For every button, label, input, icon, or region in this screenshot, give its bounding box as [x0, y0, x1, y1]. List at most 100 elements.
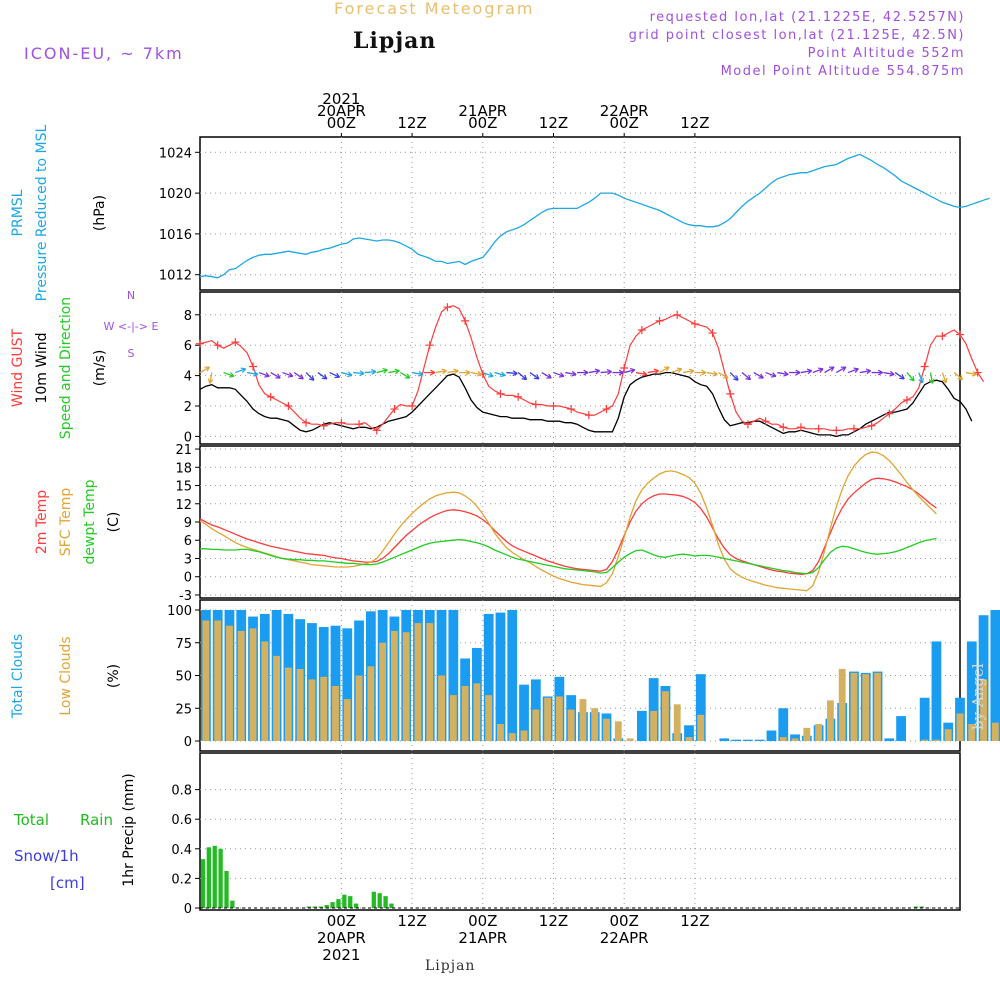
gust-marker	[514, 392, 523, 401]
wind-direction-arrow	[388, 370, 400, 374]
wind-arrow-head	[928, 378, 935, 384]
wind-arrow-head	[453, 368, 459, 375]
panel-frame-1	[199, 136, 961, 291]
wind-arrow-head	[918, 377, 924, 384]
gust-marker	[867, 421, 876, 430]
total-cloud-bar	[695, 674, 706, 741]
total-cloud-bar	[684, 725, 694, 741]
gust-marker	[549, 402, 558, 410]
wind-arrow-head	[840, 366, 847, 372]
requested-coords: requested lon,lat (21.1225E, 42.5257N)	[649, 10, 965, 25]
legend-rain: Rain	[80, 811, 113, 829]
wind-direction-arrow	[682, 370, 695, 374]
total-cloud-bar	[790, 734, 800, 741]
total-cloud-bar	[342, 628, 353, 741]
low-cloud-bar	[862, 674, 870, 741]
low-cloud-bar	[944, 729, 952, 741]
low-cloud-bar	[591, 708, 599, 741]
gust-marker	[779, 423, 788, 432]
y-tick-label: 50	[175, 670, 192, 685]
low-cloud-bar	[379, 642, 387, 741]
wind-arrow-head	[629, 367, 636, 374]
x-tick-label-top: 00Z	[609, 114, 638, 132]
pressure-label-prmsl: PRMSL	[10, 189, 26, 236]
wind-direction-arrow	[341, 371, 353, 377]
wind-direction-arrow	[364, 370, 376, 374]
low-cloud-bar	[779, 737, 787, 741]
precip-bar	[200, 859, 206, 908]
temp-2m-label: 2m Temp	[34, 490, 50, 554]
x-tick-label-top: 00Z	[468, 114, 497, 132]
total-cloud-bar	[966, 641, 977, 741]
total-cloud-bar	[483, 613, 494, 741]
wind-arrow-head	[308, 375, 315, 381]
wind-arrow-head	[264, 372, 270, 378]
wind-arrow-head	[359, 370, 365, 377]
low-cloud-bar	[214, 620, 222, 741]
low-cloud-bar	[614, 721, 622, 741]
total-cloud-bar	[636, 710, 647, 741]
total-cloud-bar	[519, 684, 529, 741]
wind-arrow-head	[228, 372, 235, 378]
total-cloud-bar	[495, 612, 506, 741]
low-cloud-bar	[673, 704, 681, 741]
y-tick-label: 2	[184, 400, 192, 415]
total-cloud-bar	[978, 615, 989, 741]
y-tick-label: 3	[184, 552, 192, 567]
wind-arrow-head	[806, 368, 813, 375]
compass-rose: N W <-|-> E S	[104, 289, 159, 360]
wind-direction-arrow	[223, 371, 235, 377]
wind-direction-arrow	[953, 372, 963, 381]
low-cloud-bar	[697, 714, 705, 741]
compass-south: S	[128, 347, 135, 360]
wind-direction-arrow	[918, 372, 924, 384]
wind-arrow-head	[899, 374, 905, 380]
wind-arrow-head	[558, 372, 565, 378]
pressure-unit-label: (hPa)	[92, 195, 108, 231]
y-tick-label: 1016	[159, 228, 192, 243]
wind-direction-arrow	[635, 371, 647, 376]
wind-arrow-head	[941, 377, 948, 384]
y-tick-label: 0.4	[171, 843, 192, 858]
temp-sfc-label: SFC Temp	[58, 488, 74, 557]
low-cloud-bar	[532, 709, 540, 741]
wind-arrow-head	[957, 374, 964, 381]
wind-arrow-head	[253, 370, 259, 377]
wind-arrow-head	[546, 373, 552, 379]
y-tick-label: 6	[184, 339, 192, 354]
wind-direction-arrow	[247, 371, 259, 376]
x-tick-label-top: 21APR	[458, 102, 507, 120]
gust-marker	[213, 341, 222, 350]
precip-bar	[230, 900, 235, 908]
gust-marker	[796, 423, 805, 432]
gust-marker	[443, 303, 452, 312]
wind-direction-arrow	[765, 371, 777, 377]
wind-arrow-head	[689, 368, 695, 375]
gust-marker	[390, 405, 399, 414]
wind-arrow-head	[512, 370, 518, 377]
total-cloud-bar	[330, 625, 341, 741]
gust-marker	[620, 364, 629, 372]
gust-marker	[461, 316, 470, 325]
wind-direction-arrow	[883, 371, 895, 376]
low-cloud-bar	[933, 739, 940, 741]
gust-marker	[567, 405, 576, 414]
wind-direction-arrow	[929, 372, 934, 384]
wind-arrow-head	[204, 366, 211, 372]
precip-bar	[224, 871, 229, 908]
wind-arrow-head	[382, 367, 388, 374]
wind-unit-label: (m/s)	[92, 350, 108, 387]
gust-marker	[690, 319, 699, 328]
y-tick-label: 0	[184, 571, 192, 586]
total-cloud-bar	[990, 610, 1000, 741]
wind-arrow-head	[583, 369, 589, 376]
wind-arrow-head	[298, 374, 304, 380]
low-cloud-bar	[874, 672, 881, 741]
wind-arrow-head	[476, 370, 483, 377]
total-cloud-bar	[507, 610, 518, 741]
gust-marker	[673, 310, 682, 319]
total-cloud-bar	[778, 708, 789, 741]
wind-arrow-head	[641, 370, 648, 377]
x-tick-label-bottom: 00Z	[327, 912, 356, 930]
wind-direction-arrow	[600, 370, 612, 374]
